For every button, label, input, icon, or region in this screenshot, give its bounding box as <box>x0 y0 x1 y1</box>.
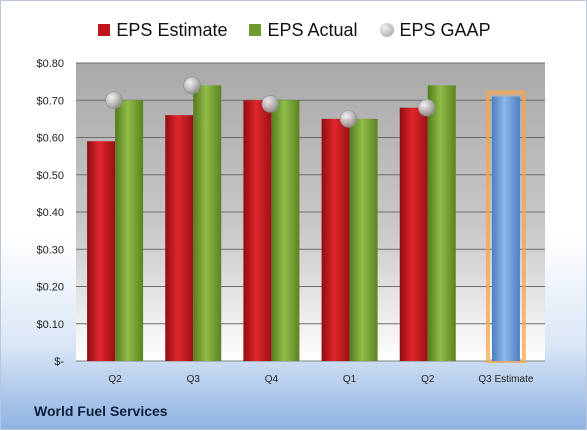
company-name: World Fuel Services <box>34 403 168 419</box>
marker-eps-gaap <box>339 110 358 128</box>
bar-eps-actual <box>271 100 300 361</box>
y-tick-label: $0.40 <box>36 207 64 219</box>
legend: EPS Estimate EPS Actual EPS GAAP <box>1 18 587 42</box>
y-tick-label: $- <box>54 356 64 368</box>
x-axis-labels: Q2 Q3 Q4 Q1 Q2 Q3 Estimate <box>108 374 533 385</box>
bar-eps-actual <box>427 85 456 361</box>
bar-eps-actual <box>193 85 222 361</box>
marker-eps-gaap <box>183 76 202 95</box>
x-tick-label: Q2 <box>108 374 122 385</box>
y-tick-label: $0.20 <box>36 282 64 294</box>
bar-eps-estimate-forecast <box>491 96 520 362</box>
y-tick-label: $0.10 <box>36 319 64 331</box>
marker-eps-gaap <box>105 91 123 110</box>
gridlines <box>76 62 545 362</box>
legend-label-actual: EPS Actual <box>267 19 358 40</box>
bar-eps-estimate <box>165 115 194 362</box>
legend-label-gaap: EPS GAAP <box>399 19 491 40</box>
bar-eps-actual <box>349 118 378 361</box>
x-tick-label: Q1 <box>343 374 357 385</box>
legend-swatch-estimate <box>98 24 111 36</box>
x-tick-label: Q3 Estimate <box>478 374 533 385</box>
legend-item-estimate: EPS Estimate <box>98 18 227 42</box>
legend-label-estimate: EPS Estimate <box>116 19 228 40</box>
marker-eps-gaap <box>261 95 280 113</box>
bar-eps-estimate <box>243 100 272 361</box>
gaap-markers <box>105 76 436 128</box>
bar-eps-estimate <box>87 141 116 361</box>
bars <box>87 85 526 364</box>
legend-item-gaap: EPS GAAP <box>379 18 491 42</box>
bar-eps-estimate <box>399 107 428 361</box>
y-tick-label: $0.60 <box>36 133 64 145</box>
y-tick-label: $0.70 <box>36 95 64 107</box>
bar-eps-estimate <box>321 118 350 361</box>
bar-eps-actual <box>115 100 144 361</box>
y-tick-label: $0.50 <box>36 170 64 182</box>
legend-swatch-actual <box>249 24 262 36</box>
legend-swatch-gaap <box>379 23 394 37</box>
y-tick-label: $0.80 <box>36 58 64 70</box>
legend-item-actual: EPS Actual <box>249 18 358 42</box>
y-axis-labels: $- $0.10 $0.20 $0.30 $0.40 $0.50 $0.60 $0.70 $0.… <box>36 58 64 368</box>
x-tick-label: Q2 <box>421 374 435 385</box>
y-tick-label: $0.30 <box>36 244 64 256</box>
x-tick-label: Q4 <box>265 374 279 385</box>
x-tick-label: Q3 <box>187 374 201 385</box>
marker-eps-gaap <box>417 98 436 117</box>
